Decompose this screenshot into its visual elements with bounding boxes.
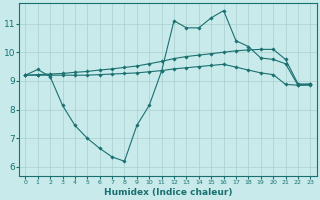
X-axis label: Humidex (Indice chaleur): Humidex (Indice chaleur) — [104, 188, 232, 197]
